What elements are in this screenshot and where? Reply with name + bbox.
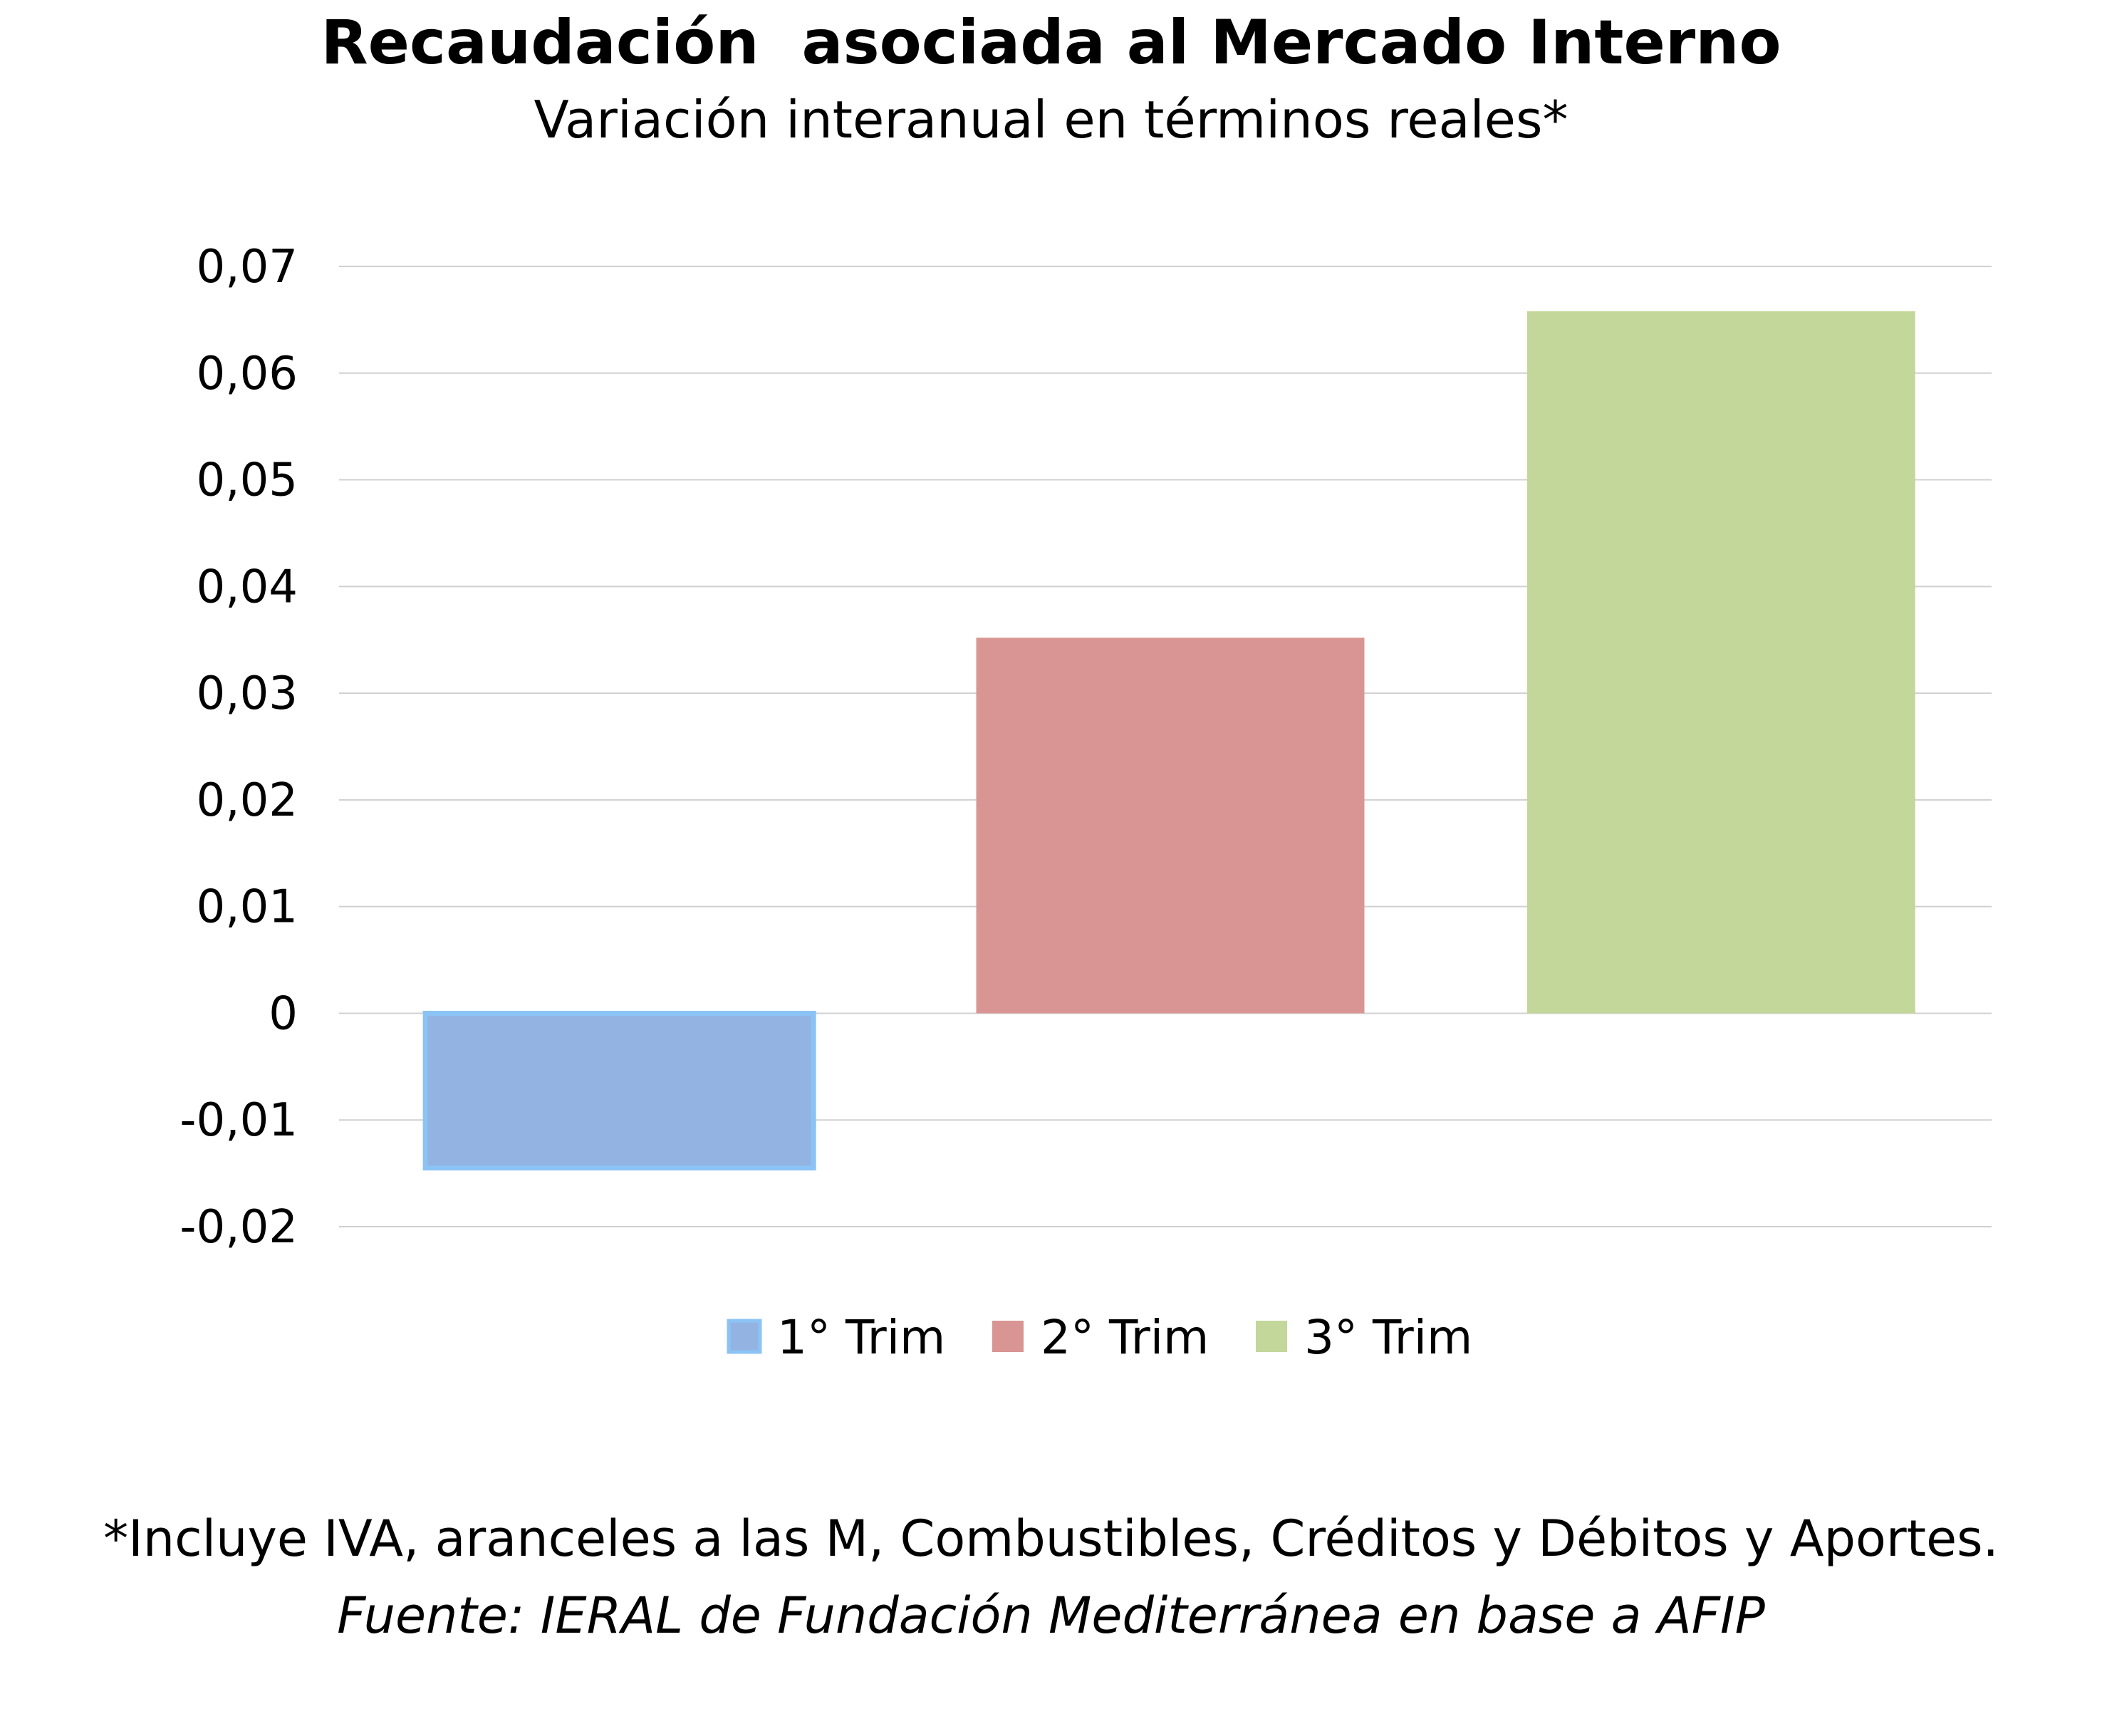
legend-swatch [1256,1321,1287,1352]
chart-subtitle: Variación interanual en términos reales* [534,90,1568,150]
y-tick-label: 0,04 [197,561,298,613]
y-tick-label: 0,07 [197,241,298,293]
chart-title: Recaudación asociada al Mercado Interno [321,7,1781,78]
legend-swatch [992,1321,1024,1352]
y-tick-label: 0,03 [197,667,298,720]
legend: 1° Trim 2° Trim 3° Trim [727,1310,1472,1365]
legend-swatch [727,1319,762,1354]
source-note: Fuente: IERAL de Fundación Mediterránea … [337,1586,1765,1645]
y-tick-label: 0,01 [197,881,298,934]
y-axis-ticks: 0,07 0,06 0,05 0,04 0,03 0,02 0,01 0 -0,01 -0,02 [179,241,298,1254]
legend-label: 2° Trim [1041,1310,1209,1365]
y-tick-label: -0,01 [179,1094,298,1147]
legend-label: 1° Trim [777,1310,945,1365]
y-tick-label: 0,05 [197,454,298,507]
y-tick-label: 0 [269,987,298,1040]
bar-3-trim [1526,311,1915,1014]
bars [422,311,1915,1171]
y-tick-label: 0,02 [197,774,298,827]
y-tick-label: -0,02 [179,1201,298,1254]
footnote: *Incluye IVA, aranceles a las M, Combust… [103,1509,1999,1568]
bar-2-trim [976,638,1365,1014]
bar-1-trim [422,1010,816,1171]
y-tick-label: 0,06 [197,348,298,400]
legend-label: 3° Trim [1304,1310,1472,1365]
